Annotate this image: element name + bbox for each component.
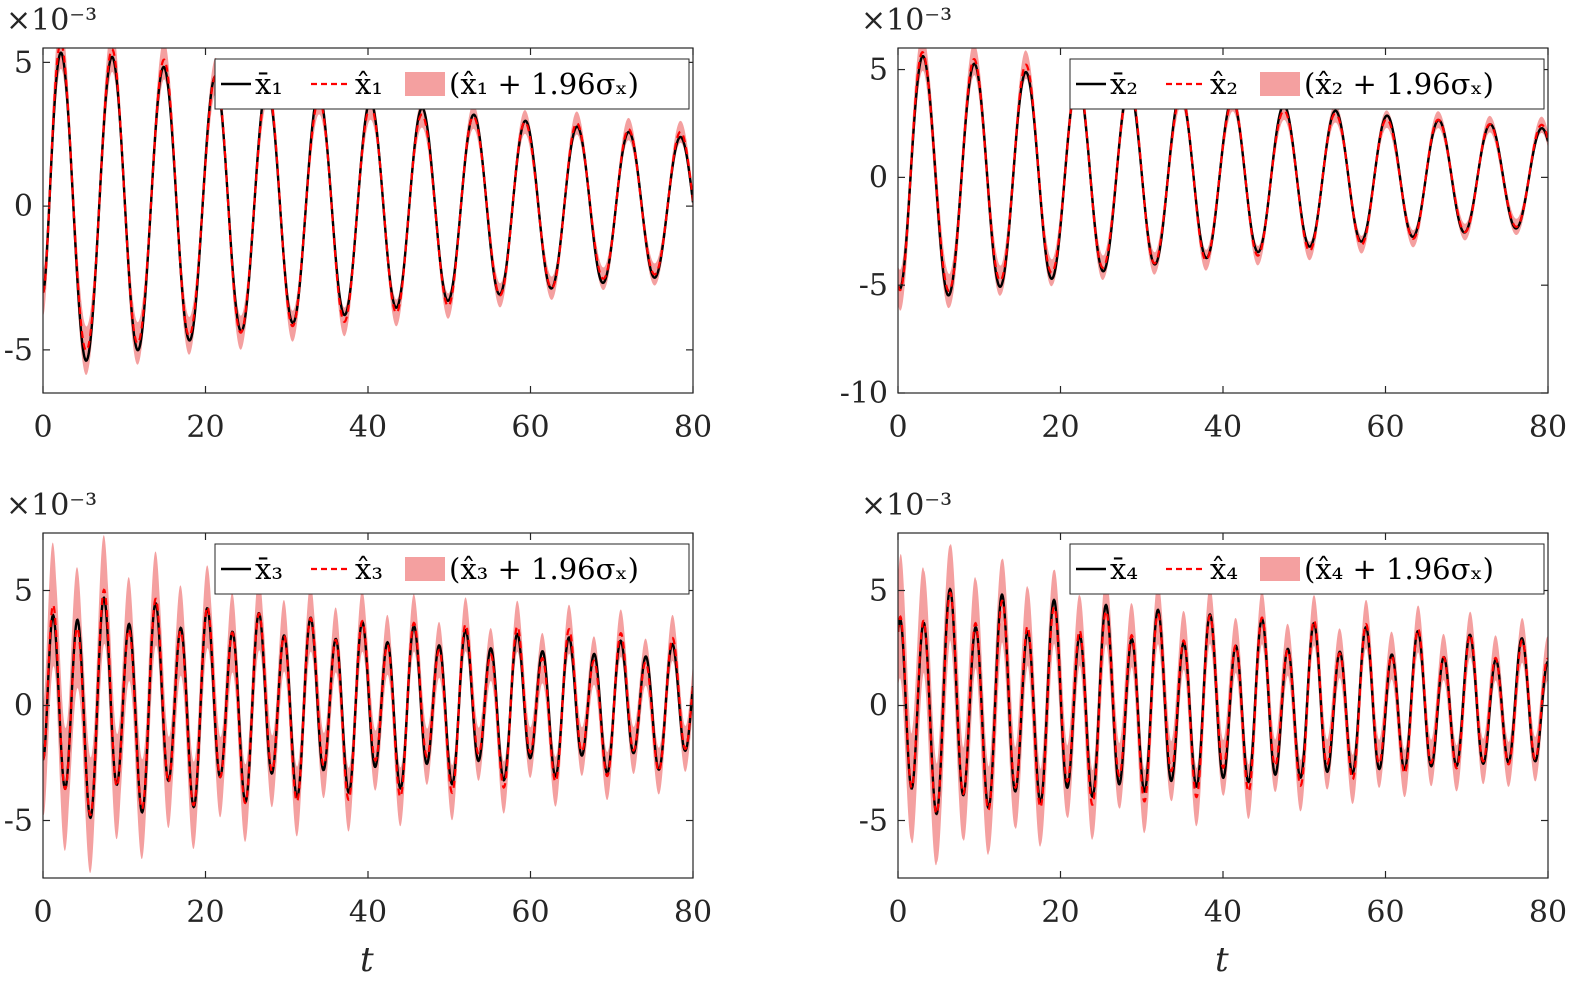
y-tick-label: 0: [869, 689, 888, 724]
x-axis-label-3: t: [360, 940, 374, 980]
legend-box: [1069, 58, 1545, 110]
x-axis-label-4: t: [1215, 940, 1229, 980]
chart-panel-1: 0 20 40 60 80 -5 0 5 ×10⁻³ x̄₁ x̂₁ (x̂₁ + 1.96σₓ): [0, 0, 712, 445]
legend-label-estimate: x̂₁: [355, 67, 383, 101]
y-tick-label: 5: [14, 574, 33, 609]
x-tick-label: 20: [1041, 410, 1079, 445]
x-tick-label: 40: [349, 410, 387, 445]
x-tick-label: 60: [511, 410, 549, 445]
y-tick-label: -5: [4, 804, 33, 839]
y-multiplier: ×10⁻³: [861, 3, 952, 38]
legend-label-band: (x̂₃ + 1.96σₓ): [449, 552, 639, 586]
y-tick-label: -5: [859, 268, 888, 303]
legend-label-estimate: x̂₃: [355, 552, 383, 586]
x-tick-label: 40: [1204, 895, 1242, 930]
y-tick-label: 0: [869, 160, 888, 195]
x-tick-label: 40: [349, 895, 387, 930]
chart-svg-1: 0 20 40 60 80 -5 0 5 ×10⁻³ x̄₁ x̂₁ (x̂₁ + 1.96σₓ): [4, 3, 712, 445]
y-tick-label: -5: [4, 333, 33, 368]
y-multiplier: ×10⁻³: [861, 488, 952, 523]
x-tick-label: 80: [674, 410, 712, 445]
x-tick-label: 20: [186, 410, 224, 445]
legend-label-band: (x̂₄ + 1.96σₓ): [1304, 552, 1494, 586]
y-multiplier: ×10⁻³: [6, 3, 97, 38]
legend-swatch-band: [405, 72, 445, 96]
legend-label-mean: x̄₁: [255, 67, 283, 101]
x-tick-label: 80: [1529, 410, 1567, 445]
x-tick-label: 20: [186, 895, 224, 930]
x-tick-label: 60: [1366, 895, 1404, 930]
legend-swatch-band: [405, 557, 445, 581]
legend-box: [214, 543, 690, 595]
x-tick-label: 0: [888, 895, 907, 930]
confidence-band: [898, 48, 1548, 311]
x-tick-label: 0: [33, 895, 52, 930]
x-tick-label: 20: [1041, 895, 1079, 930]
chart-panel-4: 0 20 40 60 80 -5 0 5 ×10⁻³ x̄₄ x̂₄ (x̂₄ + 1.96σₓ): [855, 485, 1567, 930]
plot-area: [43, 535, 693, 874]
legend-label-mean: x̄₃: [255, 552, 283, 586]
legend-label-band: (x̂₁ + 1.96σₓ): [449, 67, 639, 101]
legend-label-estimate: x̂₄: [1210, 552, 1238, 586]
legend-label-mean: x̄₂: [1110, 67, 1138, 101]
y-tick-label: 5: [869, 574, 888, 609]
x-tick-label: 80: [1529, 895, 1567, 930]
y-tick-label: -5: [859, 804, 888, 839]
y-tick-label: 0: [14, 189, 33, 224]
legend-label-mean: x̄₄: [1110, 552, 1138, 586]
x-tick-label: 0: [888, 410, 907, 445]
estimate-series-line: [898, 51, 1548, 293]
x-tick-label: 80: [674, 895, 712, 930]
chart-panel-2: 0 20 40 60 80 -10 -5 0 5 ×10⁻³ x̄₂ x̂₂ (x̂₂ + 1.96σₓ…: [840, 0, 1567, 445]
estimate-series-line: [43, 588, 693, 817]
legend-box: [1069, 543, 1545, 595]
y-tick-label: 5: [869, 53, 888, 88]
legend-box: [214, 58, 690, 110]
plot-area: [898, 544, 1548, 866]
x-tick-label: 60: [1366, 410, 1404, 445]
y-multiplier: ×10⁻³: [6, 488, 97, 523]
chart-svg-4: 0 20 40 60 80 -5 0 5 ×10⁻³ x̄₄ x̂₄ (x̂₄ + 1.96σₓ): [859, 488, 1567, 930]
legend-label-band: (x̂₂ + 1.96σₓ): [1304, 67, 1494, 101]
x-tick-label: 0: [33, 410, 52, 445]
legend-label-estimate: x̂₂: [1210, 67, 1238, 101]
confidence-band: [43, 48, 693, 375]
confidence-band: [898, 544, 1548, 866]
x-tick-label: 40: [1204, 410, 1242, 445]
x-tick-label: 60: [511, 895, 549, 930]
chart-svg-2: 0 20 40 60 80 -10 -5 0 5 ×10⁻³ x̄₂ x̂₂ (x̂₂ + 1.96σₓ…: [840, 3, 1567, 445]
y-tick-label: -10: [840, 376, 888, 411]
estimate-series-line: [898, 591, 1548, 816]
y-tick-label: 5: [14, 45, 33, 80]
chart-panel-3: 0 20 40 60 80 -5 0 5 ×10⁻³ x̄₃ x̂₃ (x̂₃ + 1.96σₓ): [0, 485, 712, 930]
chart-svg-3: 0 20 40 60 80 -5 0 5 ×10⁻³ x̄₃ x̂₃ (x̂₃ + 1.96σₓ): [4, 488, 712, 930]
plot-area: [898, 48, 1548, 311]
legend-swatch-band: [1260, 72, 1300, 96]
y-tick-label: 0: [14, 689, 33, 724]
legend-swatch-band: [1260, 557, 1300, 581]
